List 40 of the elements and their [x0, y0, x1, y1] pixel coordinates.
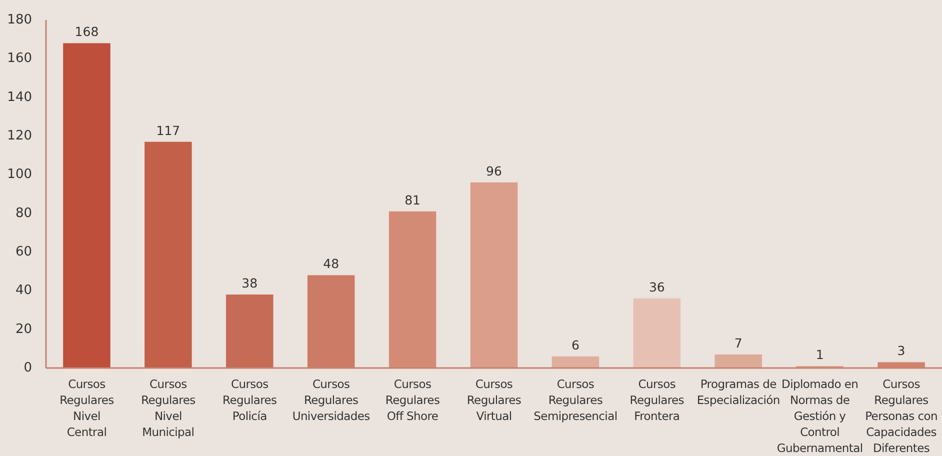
y-tick-label: 0: [24, 360, 32, 376]
bar: [714, 354, 762, 368]
x-tick-label: Cursos Regulares Semipresencial: [534, 377, 618, 423]
data-label: 6: [571, 337, 580, 352]
y-tick-label: 100: [7, 167, 32, 182]
bar: [144, 142, 192, 368]
y-tick-label: 80: [15, 206, 32, 221]
x-tick-label: Cursos Regulares Frontera: [630, 377, 684, 423]
data-label: 48: [323, 256, 340, 272]
bar: [388, 211, 436, 368]
x-tick-label: Cursos Regulares Nivel Central: [60, 377, 114, 439]
data-label: 36: [648, 279, 665, 294]
bar: [878, 362, 925, 368]
x-tick-label: Cursos Regulares Nivel Municipal: [141, 377, 196, 439]
x-tick-label: Cursos Regulares Universidades: [292, 377, 370, 423]
bar: [226, 294, 274, 368]
data-label: 117: [156, 122, 180, 138]
x-tick-label: Programas de Especialización: [696, 377, 780, 407]
bar: [633, 298, 681, 368]
x-tick-label: Cursos Regulares Policía: [222, 377, 278, 423]
bar: [63, 43, 110, 368]
x-tick-label: Cursos Regulares Virtual: [466, 377, 522, 423]
bar: [470, 182, 518, 368]
data-label: 38: [242, 276, 258, 291]
data-label: 96: [486, 163, 502, 178]
y-tick-label: 140: [7, 90, 32, 105]
y-tick-label: 160: [7, 51, 32, 66]
y-tick-label: 60: [15, 244, 32, 260]
y-tick-label: 20: [15, 322, 32, 337]
data-label: 7: [734, 335, 742, 350]
data-label: 1: [816, 347, 824, 362]
y-tick-label: 120: [7, 128, 32, 144]
data-label: 168: [74, 24, 99, 40]
data-label: 3: [897, 343, 906, 358]
x-tick-label: Cursos Regulares Personas con Capacidades Diferentes: [865, 377, 938, 455]
y-tick-label: 180: [7, 12, 32, 28]
data-label: 81: [404, 192, 420, 208]
x-tick-label: Cursos Regulares Off Shore: [385, 377, 440, 423]
y-tick-label: 40: [15, 283, 32, 298]
bar: [552, 356, 600, 368]
